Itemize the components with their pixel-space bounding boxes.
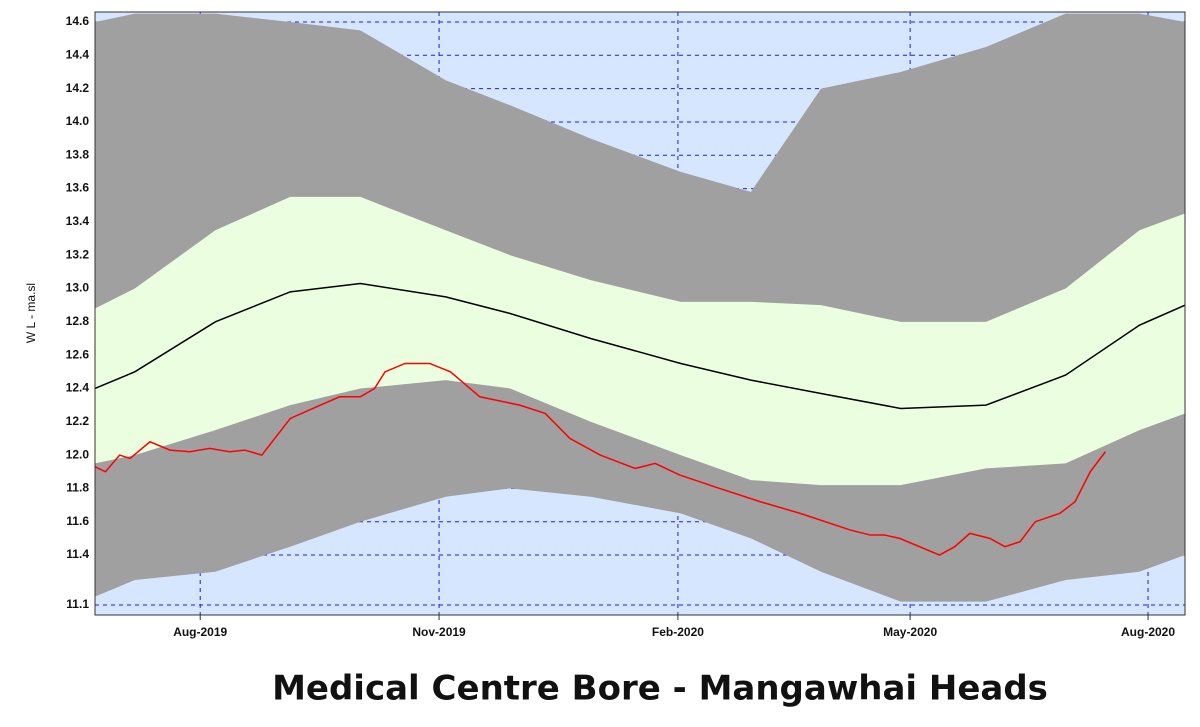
y-tick-label: 13.4 [66,214,90,228]
y-tick-label: 14.4 [66,47,90,61]
line [95,282,1185,410]
y-tick-label: 14.6 [66,14,90,28]
plot [95,12,1185,615]
y-tick-label: 12.6 [66,347,90,361]
line [95,362,1106,556]
chart-title: Medical Centre Bore - Mangawhai Heads [272,669,1048,709]
y-tick-label: 13.2 [66,247,90,261]
y-tick-label: 14.2 [66,81,90,95]
y-tick-label: 12.0 [66,447,90,461]
y-tick-label: 11.4 [66,547,89,561]
y-axis-label: W L - ma.sl [24,283,38,343]
y-tick-label: 13.8 [66,147,90,161]
y-tick-label: 12.8 [66,314,90,328]
x-tick-label: Aug-2019 [173,625,227,639]
x-tick-label: Aug-2020 [1121,625,1175,639]
y-tick-label: 11.6 [66,514,89,528]
x-tick-label: May-2020 [883,625,937,639]
plot-border [94,11,1186,616]
y-tick-label: 12.4 [66,381,90,395]
x-tick-label: Nov-2019 [412,625,466,639]
y-tick-label: 12.2 [66,414,90,428]
y-tick-label: 14.0 [66,114,90,128]
y-tick-label: 13.6 [66,181,90,195]
y-tick-label: 11.8 [66,481,89,495]
y-tick-label: 11.1 [66,597,89,611]
x-tick-label: Feb-2020 [652,625,704,639]
band [95,196,1185,486]
y-tick-label: 13.0 [66,281,90,295]
